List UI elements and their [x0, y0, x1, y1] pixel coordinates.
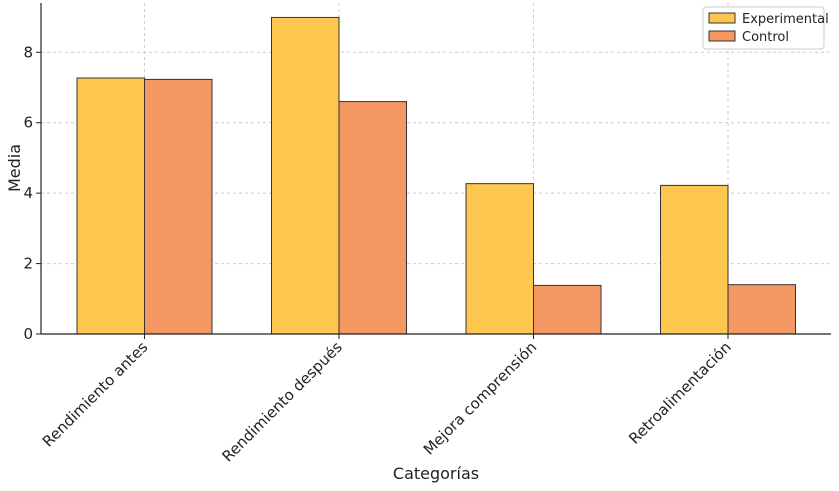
- legend-swatch-experimental: [708, 12, 736, 24]
- legend-swatch-control: [708, 30, 736, 42]
- bar-control-1: [144, 78, 213, 335]
- y-tick-label: 6: [23, 114, 33, 132]
- x-axis-title: Categorías: [393, 464, 479, 483]
- y-tick-label: 4: [23, 184, 33, 202]
- legend-label-experimental: Experimental: [742, 12, 829, 27]
- y-tick-label: 2: [23, 255, 33, 273]
- y-axis-title: Media: [5, 144, 24, 192]
- bar-control-4: [727, 284, 796, 335]
- bar-experimental-4: [660, 184, 729, 335]
- bar-experimental-1: [76, 77, 145, 335]
- bar-control-3: [533, 284, 602, 335]
- bar-experimental-2: [271, 16, 340, 335]
- legend: Experimental Control: [702, 6, 829, 50]
- y-tick-label: 8: [23, 43, 33, 61]
- bar-experimental-3: [465, 183, 534, 335]
- y-tick-label: 0: [23, 325, 33, 343]
- bar-control-2: [338, 101, 407, 335]
- x-tick-label: Mejora comprensión: [420, 338, 541, 459]
- bars-layer: [76, 16, 796, 335]
- x-tick-label: Retroalimentación: [625, 338, 735, 448]
- legend-label-control: Control: [742, 30, 789, 45]
- x-tick-label: Rendimiento después: [218, 338, 346, 466]
- x-tick-label: Rendimiento antes: [39, 338, 152, 451]
- axes-layer: [40, 3, 831, 335]
